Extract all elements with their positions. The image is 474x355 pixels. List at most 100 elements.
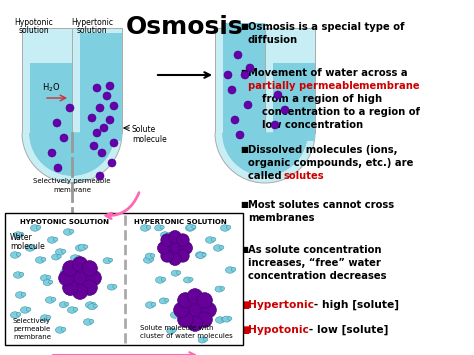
Ellipse shape — [155, 277, 164, 283]
Text: membrane: membrane — [352, 81, 419, 91]
Ellipse shape — [59, 302, 68, 308]
Ellipse shape — [155, 225, 163, 231]
Ellipse shape — [146, 225, 151, 229]
Ellipse shape — [83, 319, 92, 325]
Ellipse shape — [93, 304, 98, 308]
Circle shape — [241, 71, 249, 79]
Ellipse shape — [91, 302, 96, 306]
Circle shape — [246, 64, 254, 72]
Ellipse shape — [46, 275, 51, 279]
Ellipse shape — [197, 252, 205, 258]
Ellipse shape — [61, 269, 70, 275]
Text: H$_2$O: H$_2$O — [42, 82, 61, 94]
Ellipse shape — [10, 312, 19, 318]
Ellipse shape — [64, 229, 73, 235]
Circle shape — [236, 131, 244, 139]
Circle shape — [180, 242, 192, 254]
Ellipse shape — [16, 312, 21, 316]
Ellipse shape — [107, 284, 116, 290]
Circle shape — [110, 139, 118, 147]
Ellipse shape — [41, 257, 46, 261]
Ellipse shape — [47, 237, 56, 243]
Circle shape — [54, 164, 62, 172]
Circle shape — [106, 82, 114, 90]
Circle shape — [82, 261, 97, 276]
Ellipse shape — [205, 237, 215, 243]
Ellipse shape — [21, 293, 26, 296]
Circle shape — [161, 234, 173, 246]
Bar — [223, 23, 265, 141]
Ellipse shape — [202, 253, 206, 257]
Bar — [265, 28, 315, 133]
Text: Osmosis: Osmosis — [126, 15, 244, 39]
Ellipse shape — [183, 277, 192, 283]
Circle shape — [177, 250, 189, 262]
Circle shape — [110, 102, 118, 110]
Ellipse shape — [213, 245, 223, 251]
Circle shape — [90, 142, 98, 150]
Ellipse shape — [53, 237, 58, 241]
Ellipse shape — [67, 307, 76, 313]
Circle shape — [178, 293, 193, 308]
Bar — [30, 63, 72, 141]
Ellipse shape — [84, 245, 88, 248]
Ellipse shape — [203, 338, 208, 341]
Circle shape — [169, 230, 181, 243]
Ellipse shape — [161, 277, 166, 281]
Text: Solute: Solute — [132, 125, 156, 134]
Ellipse shape — [195, 252, 205, 258]
Ellipse shape — [144, 257, 153, 263]
Circle shape — [93, 84, 101, 92]
Circle shape — [73, 284, 88, 299]
Text: - high [solute]: - high [solute] — [310, 300, 399, 310]
Ellipse shape — [151, 254, 155, 257]
Ellipse shape — [57, 255, 61, 258]
Circle shape — [96, 104, 104, 112]
Ellipse shape — [65, 289, 74, 295]
Ellipse shape — [185, 225, 194, 231]
Ellipse shape — [211, 237, 216, 241]
Ellipse shape — [172, 328, 176, 332]
Circle shape — [274, 91, 282, 99]
Polygon shape — [30, 133, 122, 175]
Circle shape — [169, 253, 181, 266]
Ellipse shape — [61, 250, 66, 253]
Text: Hypotonic: Hypotonic — [248, 325, 309, 335]
Text: ■: ■ — [240, 200, 248, 209]
Text: from a region of high: from a region of high — [262, 94, 382, 104]
Ellipse shape — [189, 278, 193, 281]
Bar — [215, 28, 265, 133]
Ellipse shape — [201, 305, 210, 311]
Circle shape — [177, 234, 189, 246]
Text: Solute molecule with
cluster of water molecules: Solute molecule with cluster of water mo… — [140, 325, 233, 339]
Ellipse shape — [164, 299, 169, 302]
Ellipse shape — [75, 245, 84, 251]
Ellipse shape — [186, 224, 195, 230]
Ellipse shape — [36, 225, 41, 229]
Circle shape — [98, 149, 106, 157]
Bar — [22, 28, 72, 133]
Text: ■: ■ — [240, 145, 248, 154]
Ellipse shape — [51, 297, 56, 301]
Ellipse shape — [161, 232, 170, 238]
Circle shape — [271, 121, 279, 129]
Text: membrane: membrane — [53, 187, 91, 193]
Circle shape — [63, 280, 78, 295]
Text: molecule: molecule — [10, 242, 45, 251]
Circle shape — [96, 172, 104, 180]
Bar — [273, 63, 315, 141]
Circle shape — [53, 119, 61, 127]
Ellipse shape — [13, 272, 23, 278]
Ellipse shape — [231, 267, 236, 271]
Text: - low [solute]: - low [solute] — [305, 325, 388, 335]
Circle shape — [59, 270, 74, 286]
Ellipse shape — [86, 262, 91, 266]
Ellipse shape — [149, 257, 154, 261]
Text: Hypertonic: Hypertonic — [248, 300, 314, 310]
Ellipse shape — [40, 315, 50, 321]
Bar — [72, 28, 122, 133]
Circle shape — [63, 261, 78, 276]
Ellipse shape — [69, 229, 74, 233]
Ellipse shape — [113, 285, 117, 288]
Text: solutes: solutes — [284, 171, 325, 181]
